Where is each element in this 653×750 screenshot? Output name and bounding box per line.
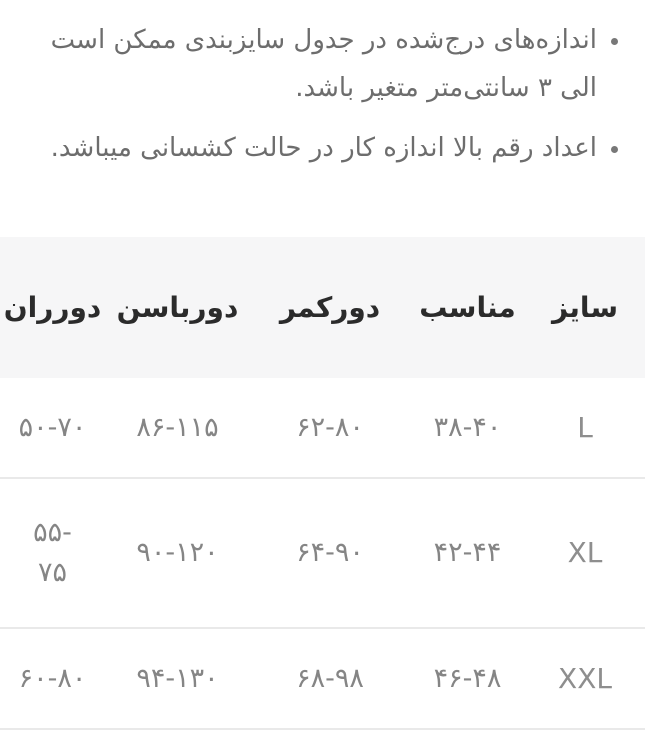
cell-size: XL bbox=[525, 478, 645, 629]
cell-size: L bbox=[525, 378, 645, 479]
cell-waist: ۶۴-۹۰ bbox=[250, 478, 410, 629]
col-header-thigh: دورران bbox=[3, 291, 102, 324]
cell-thigh: ۶۰-۸۰ bbox=[0, 628, 105, 730]
cell-hip: ۹۴-۱۳۰ bbox=[105, 628, 250, 730]
col-header-fit: مناسب bbox=[419, 291, 516, 324]
size-table: سایز مناسب دورکمر دورباسن دورران L ۳۸-۴۰… bbox=[0, 237, 645, 730]
col-header-size: سایز bbox=[552, 291, 618, 324]
cell-thigh: ۵۵- ۷۵ bbox=[0, 478, 105, 629]
col-header-hip: دورباسن bbox=[116, 291, 239, 324]
cell-thigh: ۵۰-۷۰ bbox=[0, 378, 105, 479]
cell-waist: ۶۲-۸۰ bbox=[250, 378, 410, 479]
cell-fit: ۴۲-۴۴ bbox=[410, 478, 525, 629]
size-row-xl: XL ۴۲-۴۴ ۶۴-۹۰ ۹۰-۱۲۰ ۵۵- ۷۵ bbox=[0, 478, 645, 629]
size-table-header-row: سایز مناسب دورکمر دورباسن دورران bbox=[0, 237, 645, 378]
size-table-wrap: سایز مناسب دورکمر دورباسن دورران L ۳۸-۴۰… bbox=[0, 237, 645, 730]
cell-hip: ۸۶-۱۱۵ bbox=[105, 378, 250, 479]
note-item: اعداد رقم بالا اندازه کار در حالت کشسانی… bbox=[28, 124, 597, 172]
size-row-xxl: XXL ۴۶-۴۸ ۶۸-۹۸ ۹۴-۱۳۰ ۶۰-۸۰ bbox=[0, 628, 645, 730]
cell-size: XXL bbox=[525, 628, 645, 730]
notes-list: اندازه‌های درج‌شده در جدول سایزبندی ممکن… bbox=[0, 0, 653, 172]
col-header-waist: دورکمر bbox=[279, 291, 381, 324]
size-row-l: L ۳۸-۴۰ ۶۲-۸۰ ۸۶-۱۱۵ ۵۰-۷۰ bbox=[0, 378, 645, 479]
note-item: اندازه‌های درج‌شده در جدول سایزبندی ممکن… bbox=[28, 16, 597, 112]
cell-fit: ۳۸-۴۰ bbox=[410, 378, 525, 479]
cell-fit: ۴۶-۴۸ bbox=[410, 628, 525, 730]
cell-waist: ۶۸-۹۸ bbox=[250, 628, 410, 730]
cell-hip: ۹۰-۱۲۰ bbox=[105, 478, 250, 629]
